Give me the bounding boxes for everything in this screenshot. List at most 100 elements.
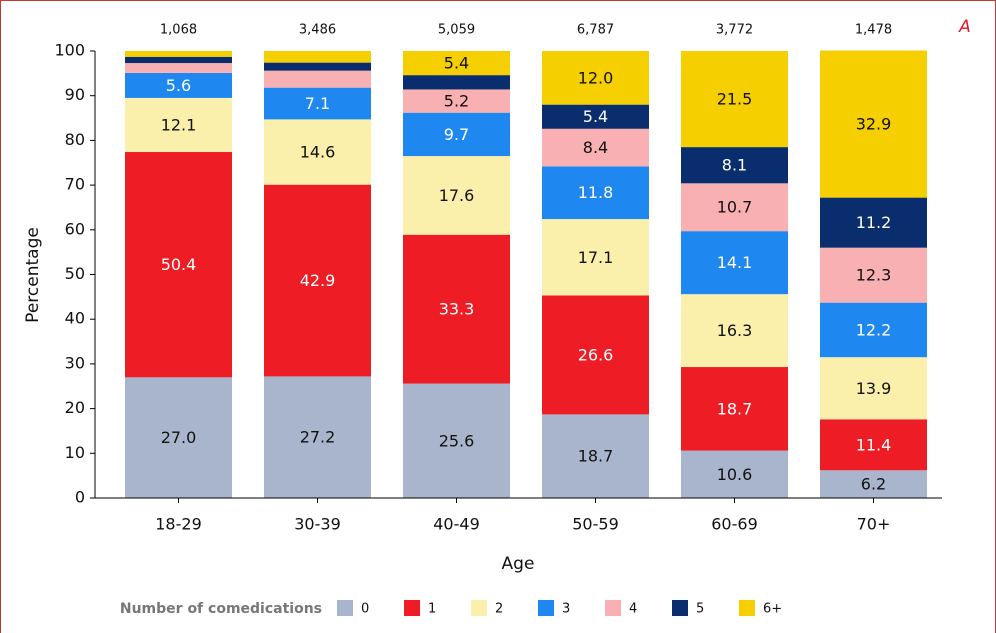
value-label: 16.3: [717, 321, 753, 340]
bar-segment: [542, 104, 649, 129]
y-tick-label: 30: [65, 353, 85, 372]
y-tick-label: 10: [65, 443, 85, 462]
x-tick-label: 70+: [857, 515, 891, 534]
bar-segment: [264, 87, 371, 120]
value-label: 12.2: [856, 320, 892, 339]
n-label: 1,068: [160, 23, 197, 38]
bar-segment: [403, 112, 510, 157]
bar-segment: [681, 294, 788, 368]
bar-segment: [403, 156, 510, 235]
bar-segment: [681, 147, 788, 184]
value-label: 42.9: [300, 271, 336, 290]
y-tick-label: 90: [65, 85, 85, 104]
value-label: 18.7: [717, 399, 753, 418]
bar-segment: [542, 51, 649, 105]
bar-segment: [403, 89, 510, 113]
value-label: 5.2: [444, 92, 469, 111]
x-tick-label: 60-69: [711, 515, 758, 534]
bar-segment: [264, 376, 371, 498]
legend-label: 0: [361, 602, 369, 617]
y-tick-label: 80: [65, 130, 85, 149]
value-label: 27.2: [300, 428, 336, 447]
value-label: 12.1: [161, 115, 197, 134]
bar-segment: [264, 62, 371, 71]
bar-segment: [542, 414, 649, 498]
n-label: 3,772: [716, 23, 753, 38]
legend-label: 5: [696, 602, 704, 617]
bar-segment: [681, 51, 788, 148]
n-label: 3,486: [299, 23, 336, 38]
legend-swatch: [672, 600, 688, 616]
value-label: 12.0: [578, 68, 614, 87]
bar-segment: [264, 70, 371, 88]
value-label: 6.2: [861, 475, 886, 494]
bar-segment: [125, 377, 232, 498]
bar-segment: [681, 450, 788, 498]
bar-segment: [403, 51, 510, 76]
panel-label: A: [958, 17, 971, 37]
bar-segment: [681, 367, 788, 451]
bar-segment: [264, 51, 371, 63]
legend-label: 6+: [763, 602, 782, 617]
bar-segment: [264, 119, 371, 185]
bar-segment: [681, 231, 788, 295]
y-tick-label: 100: [54, 41, 85, 60]
bar-segment: [820, 247, 927, 303]
value-label: 26.6: [578, 345, 614, 364]
value-label: 17.6: [439, 186, 475, 205]
bar-segment: [125, 97, 232, 153]
legend-swatch: [471, 600, 487, 616]
value-label: 5.4: [444, 54, 469, 73]
legend-title: Number of comedications: [120, 601, 322, 617]
value-label: 50.4: [161, 255, 197, 274]
value-label: 13.9: [856, 379, 892, 398]
legend-label: 1: [428, 602, 436, 617]
value-label: 32.9: [856, 115, 892, 134]
bar-segment: [542, 295, 649, 415]
y-tick-label: 20: [65, 398, 85, 417]
x-tick-label: 50-59: [572, 515, 619, 534]
x-axis-title: Age: [502, 554, 535, 574]
legend-swatch: [605, 600, 621, 616]
value-label: 8.4: [583, 138, 608, 157]
y-tick-label: 40: [65, 309, 85, 328]
value-label: 8.1: [722, 156, 747, 175]
value-label: 5.6: [166, 76, 191, 95]
bar-segment: [125, 51, 232, 57]
bar-segment: [125, 56, 232, 64]
legend-label: 4: [629, 602, 637, 617]
bar-segment: [403, 234, 510, 384]
legend-swatch: [538, 600, 554, 616]
value-label: 11.8: [578, 183, 614, 202]
bar-segment: [542, 128, 649, 167]
value-label: 11.4: [856, 435, 892, 454]
bar-segment: [403, 75, 510, 90]
bar-segment: [820, 197, 927, 248]
value-label: 17.1: [578, 248, 614, 267]
bar-segment: [125, 152, 232, 378]
legend-swatch: [739, 600, 755, 616]
y-tick-label: 50: [65, 264, 85, 283]
value-label: 12.3: [856, 266, 892, 285]
bar-segment: [125, 72, 232, 98]
y-axis-title: Percentage: [23, 227, 43, 323]
value-label: 5.4: [583, 107, 608, 126]
x-tick-label: 18-29: [155, 515, 202, 534]
legend-label: 3: [562, 602, 570, 617]
legend-swatch: [404, 600, 420, 616]
value-label: 14.6: [300, 143, 336, 162]
bar-segment: [403, 383, 510, 498]
bar-segment: [264, 184, 371, 377]
n-label: 1,478: [855, 23, 892, 38]
legend-swatch: [337, 600, 353, 616]
bar-segment: [681, 183, 788, 232]
x-tick-label: 40-49: [433, 515, 480, 534]
bar-segment: [820, 419, 927, 471]
value-label: 14.1: [717, 253, 753, 272]
value-label: 10.6: [717, 465, 753, 484]
value-label: 18.7: [578, 447, 614, 466]
y-tick-label: 60: [65, 219, 85, 238]
y-tick-label: 0: [75, 488, 85, 507]
bar-segment: [125, 63, 232, 73]
bar-segment: [820, 302, 927, 358]
